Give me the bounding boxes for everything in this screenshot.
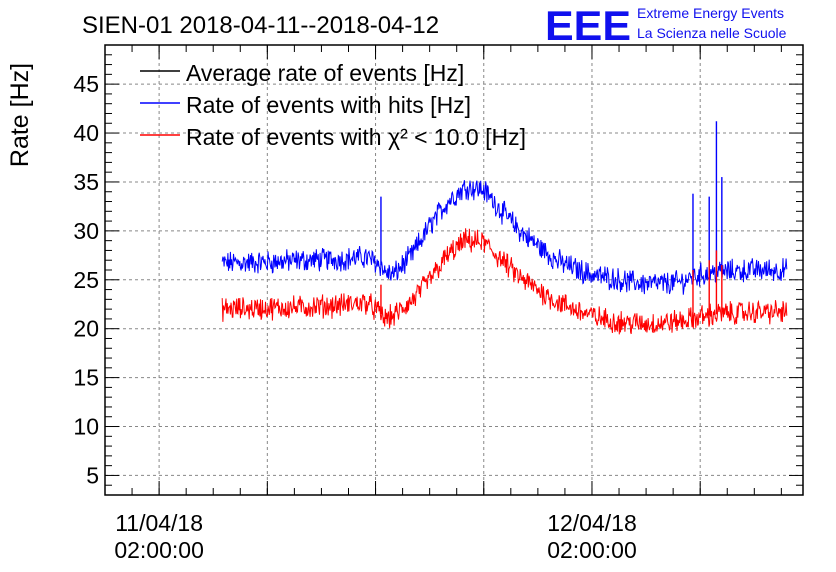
- y-tick-label: 40: [73, 120, 99, 146]
- y-tick-label: 5: [86, 462, 99, 488]
- chart-title: SIEN-01 2018-04-11--2018-04-12: [82, 12, 439, 39]
- eee-logo: EEE Extreme Energy Events La Scienza nel…: [545, 2, 787, 49]
- y-axis-ticks: 5 10 15 20 25 30 35 40 45: [73, 44, 803, 496]
- grid-lines: [105, 45, 803, 495]
- y-tick-label: 45: [73, 71, 99, 97]
- y-tick-label: 30: [73, 218, 99, 244]
- y-tick-label: 35: [73, 169, 99, 195]
- legend-label: Rate of events with χ² < 10.0 [Hz]: [186, 124, 526, 150]
- y-tick-label: 15: [73, 365, 99, 391]
- legend-label: Rate of events with hits [Hz]: [186, 92, 471, 118]
- legend-label: Average rate of events [Hz]: [186, 60, 464, 86]
- legend: Average rate of events [Hz] Rate of event…: [140, 60, 526, 150]
- data-series: [221, 121, 788, 335]
- series-line-rate-of-events-with-hits-hz: [221, 180, 788, 295]
- y-tick-label: 20: [73, 316, 99, 342]
- eee-logo-letters: EEE: [545, 2, 631, 49]
- x-tick-time: 02:00:00: [547, 537, 637, 563]
- x-tick-date: 12/04/18: [547, 510, 637, 536]
- eee-logo-line2: La Scienza nelle Scuole: [637, 25, 787, 41]
- y-tick-label: 10: [73, 414, 99, 440]
- eee-logo-line1: Extreme Energy Events: [637, 5, 784, 21]
- x-tick-time: 02:00:00: [114, 537, 204, 563]
- y-axis-label: Rate [Hz]: [6, 63, 34, 167]
- x-tick-date: 11/04/18: [115, 510, 203, 536]
- series-line-rate-of-events-with-10-0-hz: [221, 228, 788, 335]
- y-tick-label: 25: [73, 267, 99, 293]
